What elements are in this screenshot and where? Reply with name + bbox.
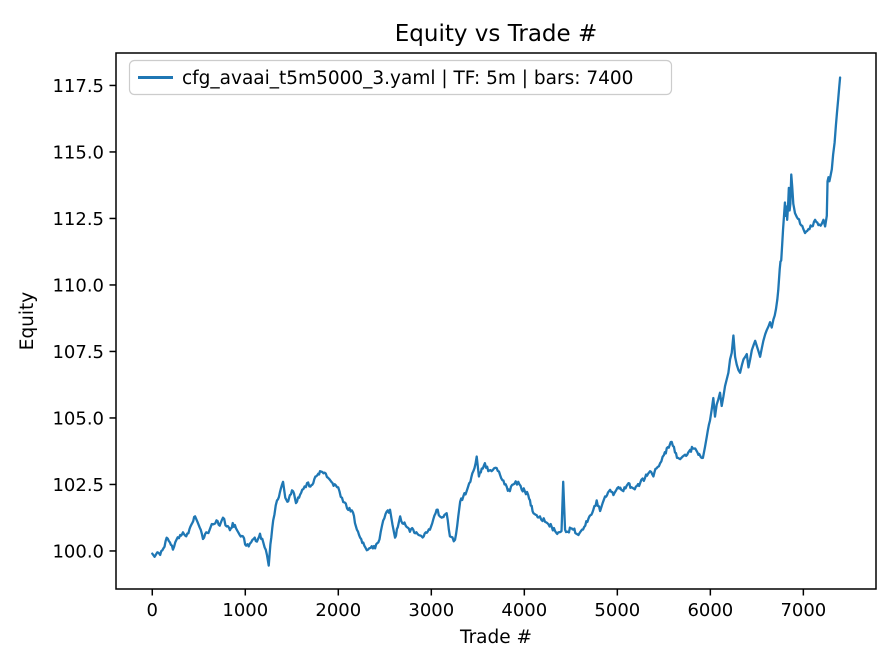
x-axis-label: Trade # [459, 627, 532, 648]
y-tick-label: 100.0 [52, 541, 104, 562]
y-tick-label: 102.5 [52, 475, 104, 496]
y-tick-label: 105.0 [52, 408, 104, 429]
x-tick-label: 5000 [594, 600, 640, 621]
y-axis-ticks: 100.0 102.5 105.0 107.5 110.0 112.5 115.0 117.5 [52, 76, 116, 562]
chart-title: Equity vs Trade # [395, 21, 598, 47]
y-tick-label: 107.5 [52, 342, 104, 363]
x-tick-label: 4000 [501, 600, 547, 621]
y-tick-label: 117.5 [52, 76, 104, 97]
x-tick-label: 2000 [315, 600, 361, 621]
equity-series [151, 76, 842, 567]
x-tick-label: 6000 [687, 600, 733, 621]
y-axis-label: Equity [17, 292, 38, 351]
x-tick-label: 3000 [408, 600, 454, 621]
axes-spines [115, 52, 877, 590]
plot-area [116, 53, 876, 589]
x-tick-label: 0 [147, 600, 158, 621]
x-tick-label: 1000 [222, 600, 268, 621]
legend: cfg_avaai_t5m5000_3.yaml | TF: 5m | bars… [128, 59, 673, 96]
y-tick-label: 110.0 [52, 275, 104, 296]
x-tick-label: 7000 [780, 600, 826, 621]
x-axis-ticks: 0 1000 2000 3000 4000 5000 6000 7000 [147, 589, 826, 621]
equity-line [151, 76, 842, 567]
legend-entry-label: cfg_avaai_t5m5000_3.yaml | TF: 5m | bars… [182, 68, 633, 89]
y-tick-label: 115.0 [52, 142, 104, 163]
legend-box [128, 59, 673, 96]
y-tick-label: 112.5 [52, 209, 104, 230]
